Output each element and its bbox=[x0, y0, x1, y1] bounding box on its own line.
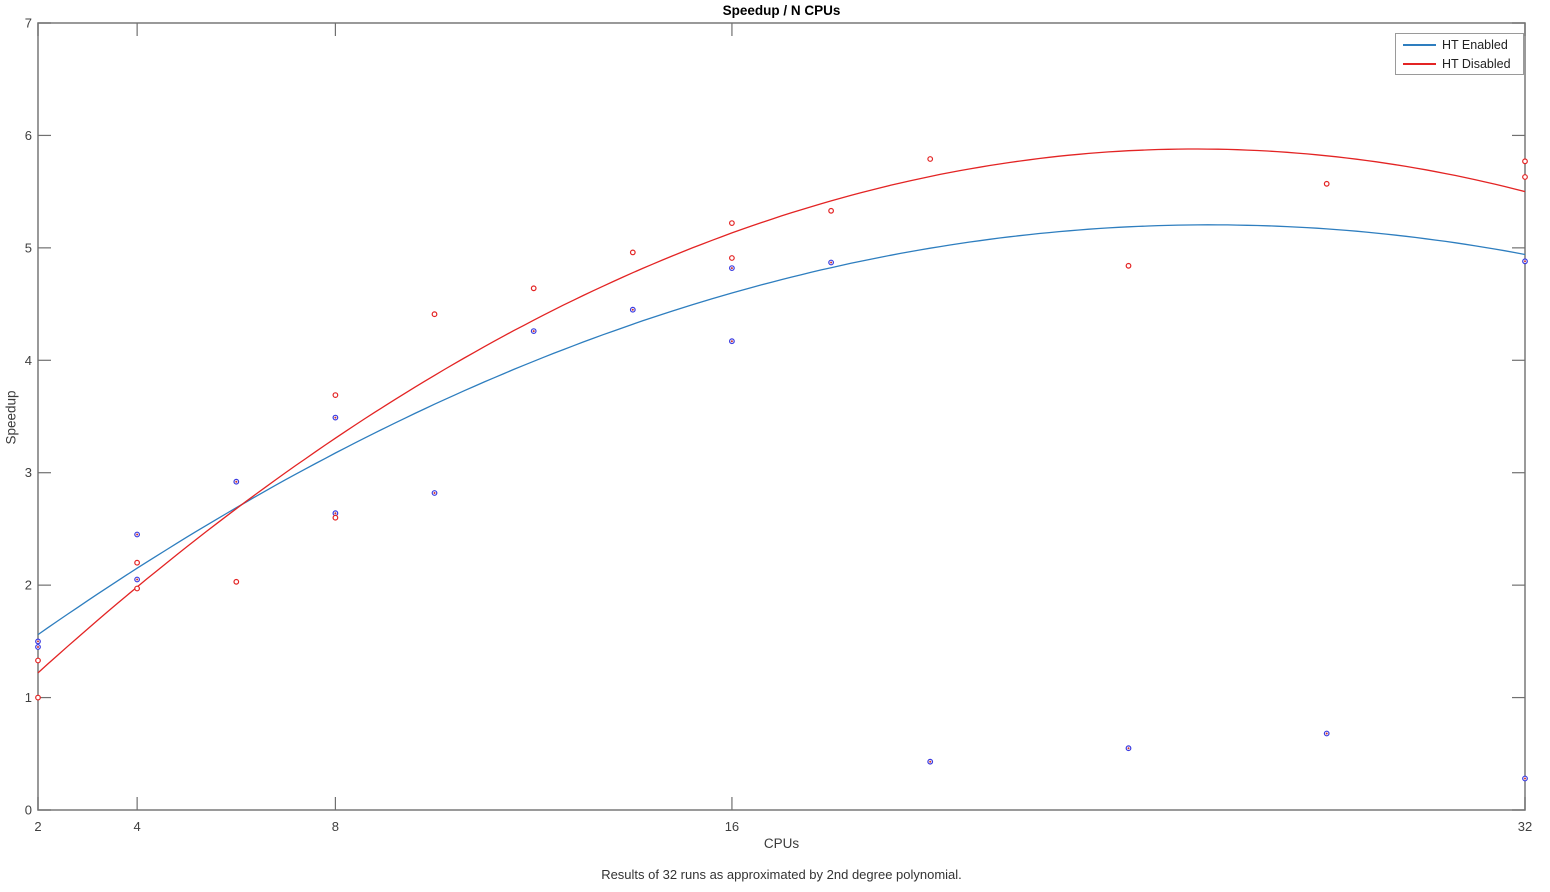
data-point-ht-disabled bbox=[233, 578, 240, 585]
legend-item-ht-enabled: HT Enabled bbox=[1396, 35, 1523, 54]
fit-curve-ht-disabled bbox=[37, 148, 1526, 674]
data-point-center-dot bbox=[1127, 747, 1130, 750]
fit-curve-ht-enabled bbox=[37, 224, 1526, 636]
y-tick-label: 1 bbox=[25, 690, 32, 705]
y-tick-label: 0 bbox=[25, 803, 32, 818]
legend-label-ht-enabled: HT Enabled bbox=[1442, 37, 1508, 52]
y-tick-label: 7 bbox=[25, 16, 32, 31]
data-point-ht-disabled bbox=[134, 559, 141, 566]
data-point-ht-disabled bbox=[431, 311, 438, 318]
data-point-ht-disabled bbox=[828, 207, 834, 214]
legend-item-ht-disabled: HT Disabled bbox=[1396, 54, 1523, 73]
x-tick-label: 8 bbox=[332, 819, 339, 834]
data-point-ht-disabled bbox=[530, 285, 537, 292]
y-tick-label: 3 bbox=[25, 465, 32, 480]
data-point-ht-disabled bbox=[927, 156, 934, 162]
data-point-ht-disabled bbox=[1323, 180, 1330, 187]
data-point-ht-disabled bbox=[134, 585, 141, 592]
y-tick-label: 5 bbox=[25, 240, 32, 255]
data-point-center-dot bbox=[532, 330, 535, 333]
figure-caption: Results of 32 runs as approximated by 2n… bbox=[601, 867, 962, 882]
data-point-ht-disabled bbox=[729, 255, 735, 261]
data-point-center-dot bbox=[830, 261, 833, 264]
data-point-center-dot bbox=[433, 492, 436, 494]
axes-box bbox=[37, 22, 1526, 811]
data-point-ht-disabled bbox=[1522, 174, 1528, 180]
data-point-center-dot bbox=[1524, 777, 1526, 780]
ht-disabled-line-sample bbox=[1403, 62, 1436, 65]
chart-title: Speedup / N CPUs bbox=[722, 3, 841, 18]
data-point-center-dot bbox=[136, 533, 139, 536]
data-point-center-dot bbox=[1325, 732, 1328, 735]
data-point-ht-disabled bbox=[332, 392, 339, 399]
data-point-center-dot bbox=[1524, 260, 1526, 263]
data-point-ht-disabled bbox=[729, 220, 735, 227]
data-point-ht-disabled bbox=[629, 249, 636, 256]
y-tick-label: 4 bbox=[25, 353, 32, 368]
x-tick-label: 32 bbox=[1518, 819, 1532, 834]
x-axis-label: CPUs bbox=[763, 836, 800, 851]
data-point-center-dot bbox=[37, 640, 39, 643]
x-tick-label: 16 bbox=[725, 819, 739, 834]
data-point-center-dot bbox=[730, 340, 733, 343]
data-point-center-dot bbox=[37, 646, 39, 648]
ht-enabled-line-sample bbox=[1403, 43, 1436, 46]
y-axis-label: Speedup bbox=[3, 390, 19, 445]
data-point-ht-disabled bbox=[1125, 262, 1132, 269]
legend-box: HT Enabled HT Disabled bbox=[1395, 33, 1524, 75]
data-point-ht-disabled bbox=[35, 694, 41, 701]
x-tick-label: 2 bbox=[34, 819, 41, 834]
data-point-center-dot bbox=[235, 480, 238, 483]
y-tick-label: 6 bbox=[25, 128, 32, 143]
legend-label-ht-disabled: HT Disabled bbox=[1442, 56, 1511, 71]
x-tick-label: 4 bbox=[134, 819, 141, 834]
data-point-ht-disabled bbox=[35, 657, 41, 664]
data-point-ht-disabled bbox=[1522, 158, 1528, 165]
data-point-center-dot bbox=[136, 578, 139, 581]
y-tick-label: 2 bbox=[25, 578, 32, 593]
data-point-center-dot bbox=[631, 308, 634, 311]
data-point-center-dot bbox=[730, 267, 733, 270]
data-point-center-dot bbox=[334, 416, 337, 419]
data-point-center-dot bbox=[334, 512, 337, 515]
data-point-ht-disabled bbox=[332, 514, 339, 521]
data-point-center-dot bbox=[929, 760, 932, 763]
